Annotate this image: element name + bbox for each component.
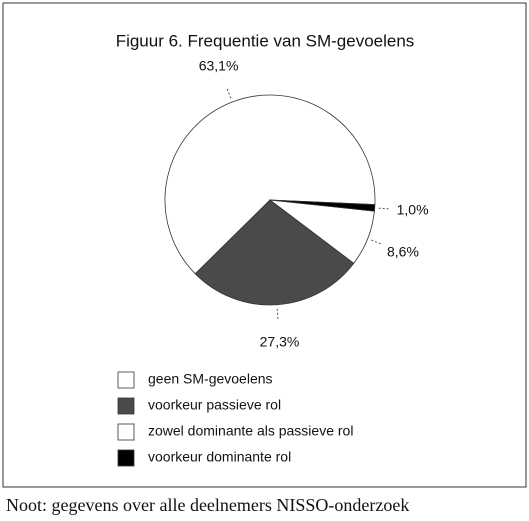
leader-line — [378, 207, 391, 210]
data-label: 27,3% — [260, 333, 300, 349]
frame — [2, 2, 527, 488]
legend-label: voorkeur dominante rol — [148, 449, 291, 465]
leader-line — [276, 308, 279, 321]
legend-swatch — [117, 423, 135, 441]
data-label: 1,0% — [397, 201, 429, 217]
chart-title: Figuur 6. Frequentie van SM-gevoelens — [116, 31, 415, 50]
legend-swatch — [117, 371, 135, 389]
legend-label: zowel dominante als passieve rol — [148, 423, 353, 439]
data-label: 63,1% — [199, 57, 239, 73]
pie-slice — [269, 199, 376, 212]
legend-swatch — [117, 449, 135, 467]
legend-label: geen SM-gevoelens — [148, 371, 273, 387]
pie-slice — [194, 199, 355, 306]
note: Noot: gegevens over alle deelnemers NISS… — [6, 495, 409, 515]
leader-line — [226, 86, 232, 99]
legend-label: voorkeur passieve rol — [148, 397, 281, 413]
legend-swatch — [117, 397, 135, 415]
data-label: 8,6% — [387, 243, 419, 259]
pie-slice — [164, 94, 376, 275]
leader-line — [371, 239, 383, 245]
